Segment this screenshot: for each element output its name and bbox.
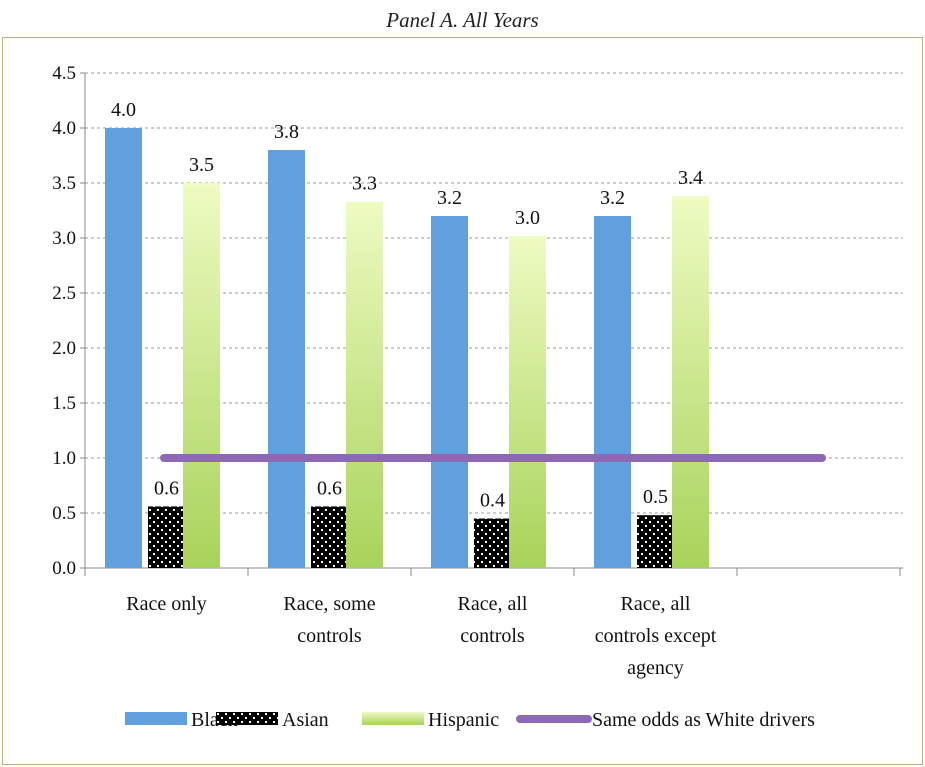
- data-label: 0.5: [643, 486, 668, 508]
- bar-hispanic: [509, 235, 546, 569]
- bar-hispanic: [346, 201, 383, 568]
- legend-hispanic-swatch: [362, 712, 424, 725]
- x-category-label: agency: [627, 657, 684, 679]
- bar-hispanic: [183, 183, 220, 568]
- data-label: 4.0: [111, 99, 136, 121]
- y-axis: 0.0 0.5 1.0 1.5 2.0 2.5 3.0 3.5 4.0 4.5: [52, 63, 86, 579]
- y-tick-label: 2.5: [52, 283, 76, 304]
- y-tick-label: 1.5: [52, 393, 76, 414]
- y-tick-label: 4.5: [52, 63, 76, 84]
- y-tick-label: 3.0: [52, 228, 76, 249]
- bar-asian: [148, 506, 185, 568]
- legend-black-swatch: [125, 712, 187, 725]
- bar-black: [594, 216, 631, 568]
- legend-hispanic-label: Hispanic: [428, 709, 499, 731]
- chart-frame: [2, 37, 923, 765]
- data-label: 3.2: [437, 187, 462, 209]
- bar-black: [268, 150, 305, 568]
- bar-asian: [474, 518, 511, 568]
- bar-asian: [637, 515, 674, 568]
- legend: Black Asian Hispanic Same odds as White dri…: [125, 709, 815, 731]
- x-category-label: Race, all: [621, 593, 691, 615]
- y-tick-label: 4.0: [52, 118, 76, 139]
- x-axis: Race only Race, some controls Race, all cont…: [84, 567, 903, 679]
- bar-hispanic: [672, 196, 709, 568]
- data-labels: 4.0 3.8 3.2 3.2 0.6 0.6 0.4 0.5 3.5 3.3 3.0 3.4: [111, 99, 703, 512]
- y-tick-label: 3.5: [52, 173, 76, 194]
- y-tick-label: 1.0: [52, 448, 76, 469]
- bar-black: [105, 128, 142, 568]
- legend-asian-swatch: [216, 712, 278, 725]
- data-label: 0.6: [154, 477, 179, 499]
- legend-asian: Asian: [216, 709, 329, 731]
- legend-same-odds-label: Same odds as White drivers: [592, 709, 815, 731]
- data-label: 3.0: [515, 207, 540, 229]
- data-label: 3.5: [189, 154, 214, 176]
- bar-asian: [311, 506, 348, 568]
- x-category-label: controls: [297, 625, 362, 647]
- data-label: 3.3: [352, 173, 377, 195]
- data-label: 3.4: [678, 167, 703, 189]
- x-category-label: Race only: [126, 593, 207, 615]
- x-category-label: controls: [460, 625, 525, 647]
- data-label: 0.6: [317, 477, 342, 499]
- bar-black: [431, 216, 468, 568]
- legend-asian-label: Asian: [282, 709, 329, 731]
- data-label: 0.4: [480, 490, 505, 512]
- y-tick-label: 2.0: [52, 338, 76, 359]
- bars: [105, 128, 709, 569]
- x-category-label: controls except: [595, 625, 717, 647]
- chart-title: Panel A. All Years: [386, 8, 539, 32]
- y-tick-label: 0.5: [52, 503, 76, 524]
- data-label: 3.8: [274, 121, 299, 143]
- legend-same-odds: Same odds as White drivers: [516, 709, 815, 731]
- x-category-label: Race, some: [283, 593, 375, 615]
- legend-hispanic: Hispanic: [362, 709, 499, 731]
- y-tick-label: 0.0: [52, 558, 76, 579]
- data-label: 3.2: [600, 187, 625, 209]
- x-category-label: Race, all: [458, 593, 528, 615]
